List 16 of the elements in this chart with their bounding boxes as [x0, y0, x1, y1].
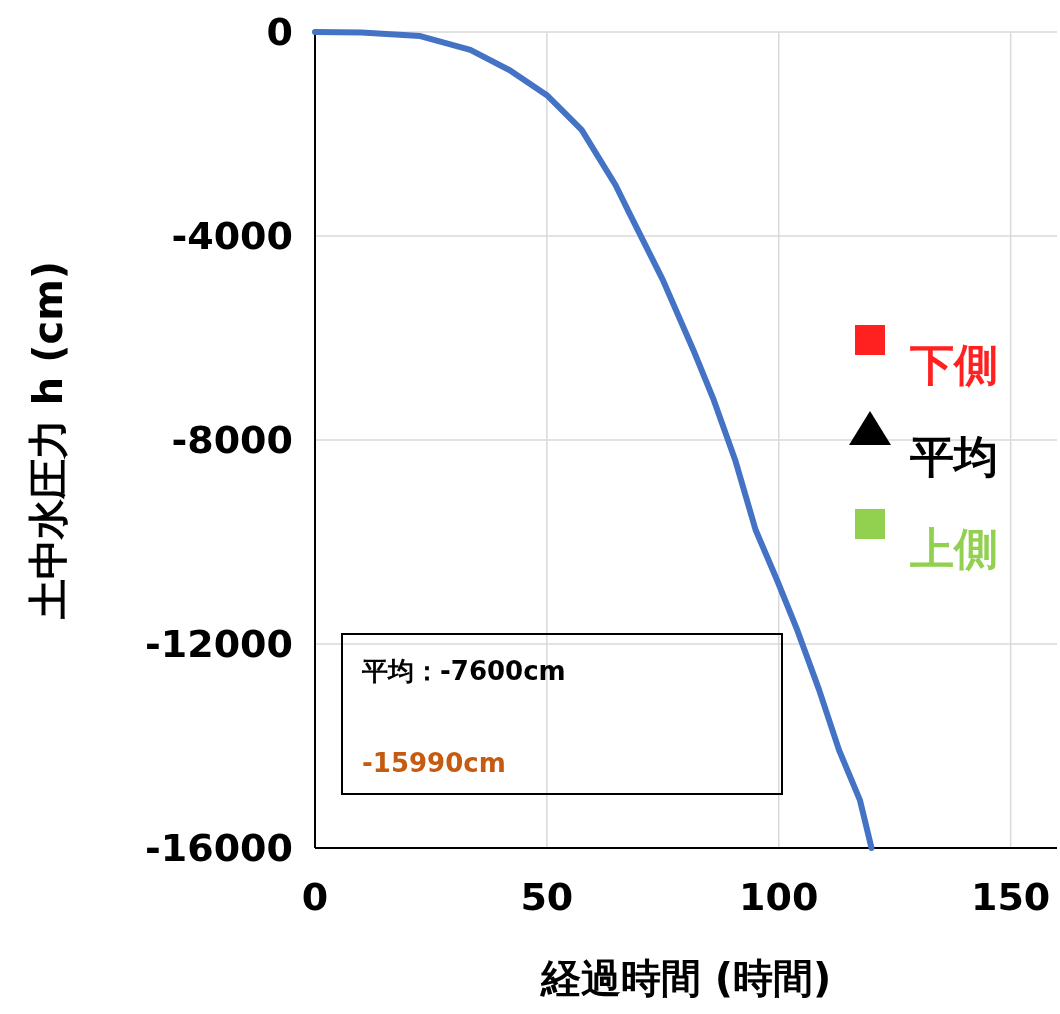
- y-tick-label: -16000: [145, 826, 293, 870]
- x-tick-label: 50: [520, 875, 574, 919]
- x-tick-label: 0: [301, 875, 329, 919]
- annotation: 平均：-7600cm: [361, 656, 566, 686]
- y-axis-title: 土中水圧力 h (cm): [25, 260, 71, 620]
- legend-label: 下側: [910, 339, 998, 390]
- x-axis-title: 経過時間 (時間): [539, 955, 832, 1001]
- legend-label: 上側: [910, 523, 998, 574]
- annotation: -15990cm: [362, 748, 506, 778]
- y-tick-label: -4000: [171, 214, 293, 258]
- x-tick-label: 150: [970, 875, 1051, 919]
- x-tick-label: 100: [739, 875, 819, 919]
- legend-label: 平均: [910, 431, 998, 482]
- y-tick-label: 0: [266, 10, 293, 54]
- y-tick-label: -12000: [145, 622, 293, 666]
- y-tick-label: -8000: [171, 418, 293, 462]
